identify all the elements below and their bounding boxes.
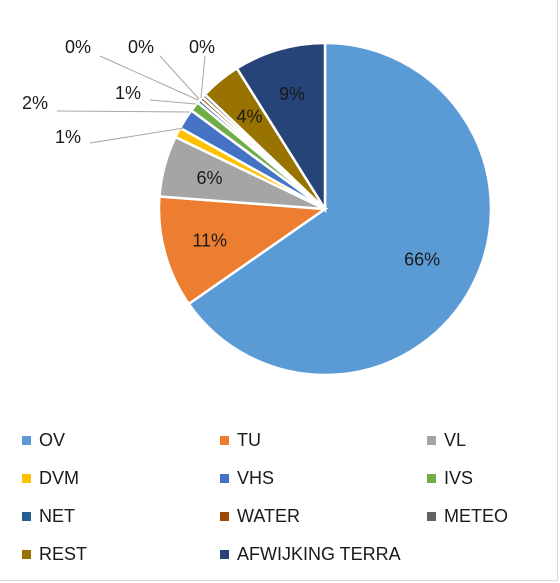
legend-swatch-rest xyxy=(22,550,31,559)
data-label-dvm: 1% xyxy=(55,127,81,147)
legend-label-afwijking-terra: AFWIJKING TERRA xyxy=(237,544,401,564)
data-label-vl: 6% xyxy=(197,168,223,188)
data-label-water: 0% xyxy=(128,37,154,57)
pie-slice-ov xyxy=(187,41,493,377)
leader-lines xyxy=(56,55,206,144)
legend-swatch-afwijking-terra xyxy=(220,550,229,559)
data-label-ivs: 1% xyxy=(115,83,141,103)
data-label-net: 0% xyxy=(65,37,91,57)
legend-item-ov: OV xyxy=(22,430,65,451)
data-label-vhs: 2% xyxy=(22,93,48,113)
legend-item-net: NET xyxy=(22,506,75,527)
legend-swatch-meteo xyxy=(427,512,436,521)
data-label-tu: 11% xyxy=(192,230,227,250)
legend-item-tu: TU xyxy=(220,430,261,451)
legend-label-net: NET xyxy=(39,506,75,526)
legend-item-rest: REST xyxy=(22,544,87,565)
legend-item-ivs: IVS xyxy=(427,468,473,489)
data-labels: 66% 11% 6% 1% 2% 1% 0% 0% 0% 4% 9% xyxy=(22,37,440,270)
data-label-rest: 4% xyxy=(236,106,262,126)
legend-item-vl: VL xyxy=(427,430,466,451)
pie-slice-tu xyxy=(157,195,329,306)
leader-line-water xyxy=(159,55,200,100)
legend-label-water: WATER xyxy=(237,506,300,526)
legend-swatch-ov xyxy=(22,436,31,445)
legend-swatch-net xyxy=(22,512,31,521)
leader-line-ivs xyxy=(149,99,197,105)
legend-swatch-dvm xyxy=(22,474,31,483)
legend-label-vhs: VHS xyxy=(237,468,275,488)
pie-chart: 66% 11% 6% 1% 2% 1% 0% 0% 0% 4% 9% xyxy=(22,37,493,377)
legend-item-vhs: VHS xyxy=(220,468,274,489)
data-label-afwijking-terra: 9% xyxy=(279,84,305,104)
legend-label-dvm: DVM xyxy=(39,468,79,488)
legend-swatch-water xyxy=(220,512,229,521)
legend-label-ivs: IVS xyxy=(444,468,474,488)
legend-item-water: WATER xyxy=(220,506,300,527)
data-label-ov: 66% xyxy=(404,250,440,270)
legend-swatch-vl xyxy=(427,436,436,445)
legend-label-ov: OV xyxy=(39,430,66,450)
data-label-meteo: 0% xyxy=(189,37,215,57)
legend-swatch-vhs xyxy=(220,474,229,483)
legend-label-vl: VL xyxy=(444,430,467,450)
legend-label-meteo: METEO xyxy=(444,506,509,526)
leader-line-dvm xyxy=(89,127,185,144)
leader-line-vhs xyxy=(56,110,191,113)
leader-line-net xyxy=(99,55,199,101)
legend-item-afwijking-terra: AFWIJKING TERRA xyxy=(220,544,401,565)
leader-line-meteo xyxy=(200,55,206,99)
legend-label-rest: REST xyxy=(39,544,88,564)
legend-item-meteo: METEO xyxy=(427,506,508,527)
legend-swatch-tu xyxy=(220,436,229,445)
legend-swatch-ivs xyxy=(427,474,436,483)
pie-slices xyxy=(157,41,493,377)
legend-item-dvm: DVM xyxy=(22,468,79,489)
legend-label-tu: TU xyxy=(237,430,261,450)
pie-slice-afwijking-terra xyxy=(235,41,327,214)
